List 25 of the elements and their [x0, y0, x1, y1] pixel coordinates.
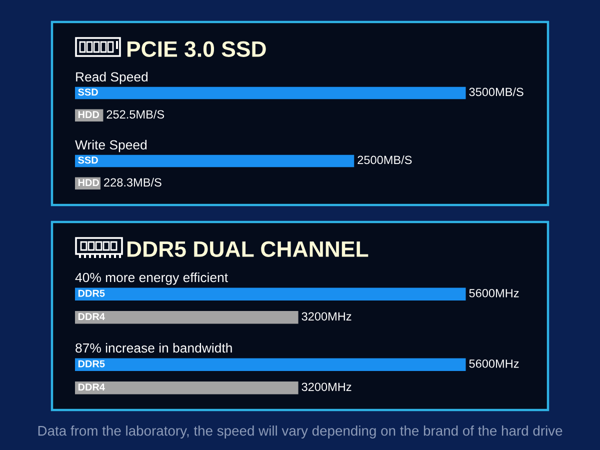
- data-label: 3500MB/S: [469, 87, 524, 96]
- text: SSD: [78, 156, 98, 164]
- y-tick-label: 87% increase in bandwidth: [76, 342, 232, 353]
- data-label: 3200MHz: [302, 312, 352, 321]
- series-label: HDD: [78, 179, 100, 186]
- data-label: 3200MHz: [302, 382, 352, 392]
- y-tick-label: Write Speed: [75, 140, 147, 152]
- bar: [75, 154, 354, 168]
- series-label: SSD: [78, 88, 98, 96]
- bar: [75, 86, 466, 100]
- data-label: 2500MB/S: [358, 155, 412, 164]
- chart-title: DDR5 DUAL CHANNEL: [127, 241, 368, 257]
- text: Data from the laboratory, the speed will vary depending on the brand of the hard drive: [38, 426, 562, 438]
- data-label: 228.3MB/S: [104, 178, 162, 187]
- data-label: 5600MHz: [469, 288, 519, 298]
- text: DDR4: [78, 384, 105, 390]
- data-label: 5600MHz: [469, 359, 519, 368]
- y-tick-label: Read Speed: [76, 72, 148, 84]
- chart-title: PCIE 3.0 SSD: [127, 41, 266, 57]
- text: HDD: [78, 111, 100, 118]
- series-label: DDR4: [78, 313, 105, 320]
- data-label: 252.5MB/S: [106, 110, 164, 119]
- y-tick-label: 40% more energy efficient: [75, 272, 228, 285]
- text: DDR5: [78, 360, 105, 368]
- series-label: DDR5: [78, 290, 105, 297]
